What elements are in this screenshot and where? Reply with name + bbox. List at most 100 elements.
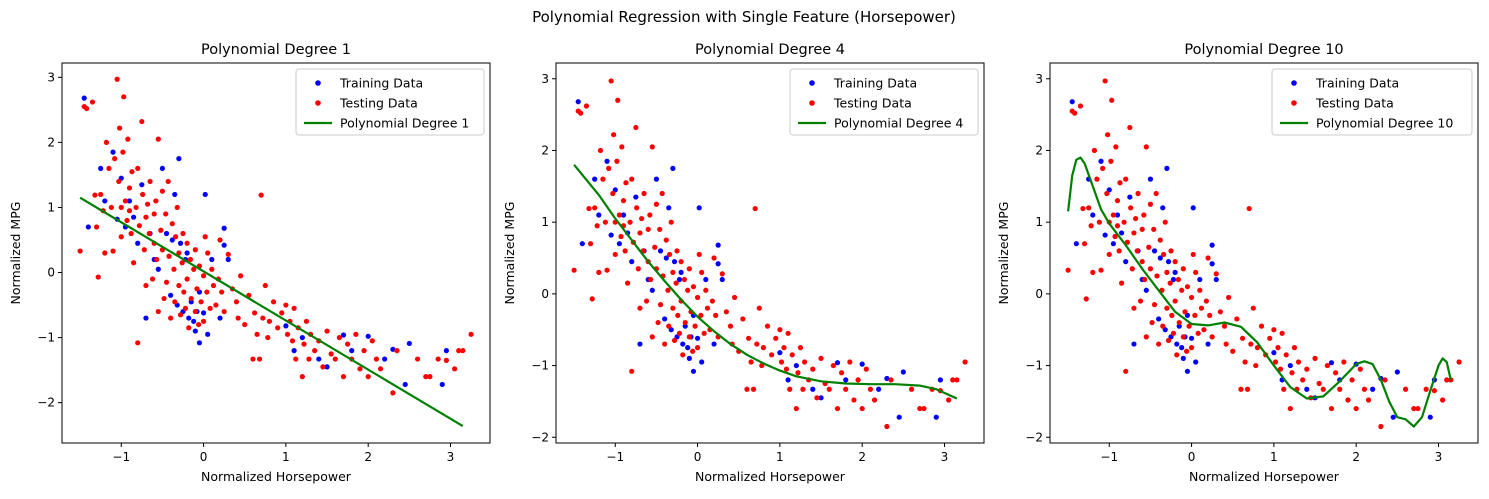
testing-point bbox=[592, 205, 598, 211]
testing-point bbox=[783, 366, 790, 372]
x-tick-label: 1 bbox=[282, 450, 290, 464]
testing-point bbox=[1242, 359, 1248, 365]
training-point bbox=[579, 241, 585, 247]
testing-point bbox=[635, 266, 641, 272]
training-point bbox=[163, 230, 170, 237]
testing-point bbox=[917, 405, 923, 412]
legend-marker bbox=[809, 100, 815, 106]
training-point bbox=[1073, 241, 1079, 247]
testing-point bbox=[179, 260, 185, 266]
testing-point bbox=[1170, 330, 1177, 336]
training-point bbox=[663, 255, 669, 261]
training-point bbox=[316, 356, 322, 362]
testing-point bbox=[1361, 386, 1368, 392]
testing-point bbox=[867, 386, 874, 392]
training-point bbox=[604, 158, 610, 164]
testing-point bbox=[258, 192, 264, 198]
testing-point bbox=[1139, 226, 1145, 232]
testing-point bbox=[843, 386, 849, 392]
testing-point bbox=[1147, 201, 1154, 207]
testing-point bbox=[1250, 305, 1256, 311]
testing-point bbox=[1123, 176, 1129, 182]
testing-point bbox=[673, 280, 679, 286]
testing-point bbox=[612, 251, 618, 258]
training-point bbox=[678, 269, 684, 275]
testing-point bbox=[1190, 251, 1196, 258]
testing-point bbox=[713, 312, 719, 318]
training-point bbox=[177, 240, 184, 246]
testing-point bbox=[1134, 248, 1140, 254]
testing-point bbox=[1141, 212, 1147, 218]
testing-point bbox=[312, 348, 318, 354]
testing-point bbox=[188, 295, 194, 302]
training-point bbox=[937, 377, 943, 383]
axes-frame bbox=[61, 62, 491, 444]
y-tick-label: −1 bbox=[531, 359, 549, 373]
testing-point bbox=[1244, 386, 1251, 392]
testing-point bbox=[151, 211, 157, 217]
testing-point bbox=[719, 271, 725, 277]
testing-point bbox=[1164, 269, 1170, 275]
testing-point bbox=[373, 356, 380, 362]
training-point bbox=[155, 266, 161, 272]
testing-point bbox=[194, 286, 200, 292]
legend-label: Training Data bbox=[339, 76, 423, 91]
testing-point bbox=[863, 366, 869, 372]
training-point bbox=[1160, 205, 1166, 211]
training-point bbox=[1157, 255, 1163, 261]
testing-point bbox=[198, 299, 204, 305]
testing-point bbox=[1195, 330, 1201, 336]
testing-point bbox=[744, 386, 750, 392]
training-point bbox=[1197, 276, 1203, 283]
testing-point bbox=[1175, 276, 1181, 283]
testing-point bbox=[1094, 176, 1100, 182]
training-point bbox=[682, 323, 688, 329]
testing-point bbox=[662, 341, 668, 347]
training-point bbox=[608, 232, 614, 238]
testing-point bbox=[851, 397, 857, 403]
testing-point bbox=[114, 76, 120, 82]
testing-point bbox=[275, 325, 281, 331]
training-point bbox=[1394, 369, 1400, 375]
testing-point bbox=[260, 315, 266, 321]
testing-point bbox=[643, 298, 650, 304]
testing-point bbox=[1154, 273, 1160, 279]
testing-point bbox=[125, 136, 131, 142]
training-point bbox=[1165, 259, 1172, 265]
testing-point bbox=[365, 374, 371, 380]
testing-point bbox=[1105, 132, 1111, 138]
training-point bbox=[653, 176, 660, 182]
testing-point bbox=[754, 341, 760, 347]
testing-point bbox=[1246, 205, 1252, 212]
legend: Training Data Testing Data Polynomial Degr… bbox=[295, 68, 485, 136]
axes-frame bbox=[555, 62, 985, 444]
testing-point bbox=[1088, 223, 1094, 229]
training-point bbox=[1123, 259, 1129, 265]
data-points bbox=[1065, 78, 1462, 430]
testing-point bbox=[161, 295, 167, 302]
training-point bbox=[283, 323, 289, 329]
testing-point bbox=[84, 105, 90, 112]
testing-point bbox=[1238, 386, 1244, 392]
testing-point bbox=[614, 158, 620, 164]
testing-point bbox=[1156, 341, 1162, 347]
testing-point bbox=[709, 298, 715, 304]
testing-point bbox=[135, 165, 141, 172]
testing-point bbox=[1240, 335, 1246, 341]
testing-point bbox=[270, 299, 277, 305]
training-point bbox=[205, 331, 211, 337]
testing-point bbox=[1203, 298, 1209, 304]
training-point bbox=[1209, 261, 1215, 267]
testing-point bbox=[888, 377, 894, 383]
testing-point bbox=[795, 370, 801, 376]
y-tick-label: 0 bbox=[541, 287, 549, 301]
training-point bbox=[1193, 359, 1199, 365]
testing-point bbox=[597, 147, 604, 154]
testing-point bbox=[121, 94, 127, 100]
testing-point bbox=[1324, 362, 1330, 369]
y-axis-label: Normalized MPG bbox=[502, 202, 517, 305]
testing-point bbox=[1160, 323, 1166, 329]
testing-point bbox=[1096, 219, 1102, 225]
testing-point bbox=[1151, 226, 1157, 232]
